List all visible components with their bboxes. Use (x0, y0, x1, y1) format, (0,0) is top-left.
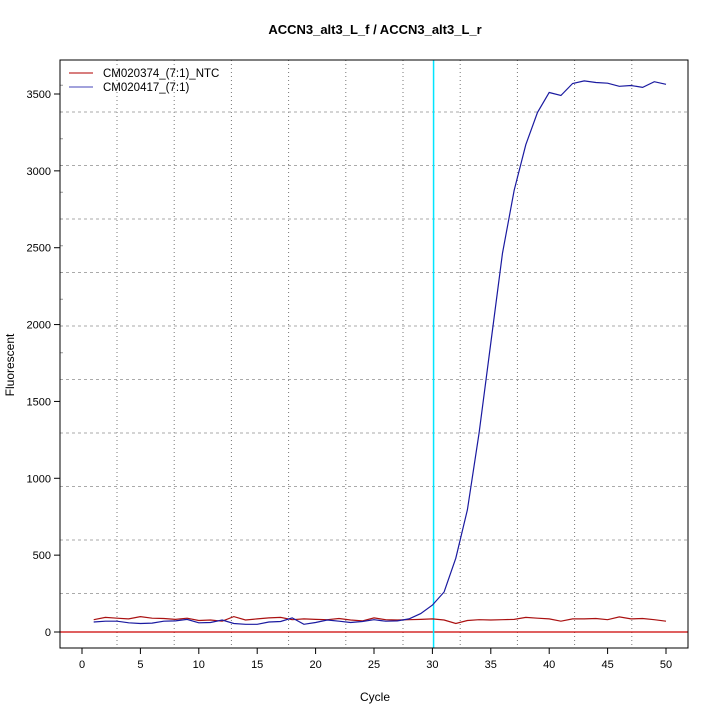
x-tick-label: 10 (193, 659, 205, 671)
legend-entry: CM020417_(7:1) (103, 82, 189, 94)
y-tick-label: 0 (45, 627, 51, 639)
y-tick-label: 3000 (27, 166, 51, 178)
series-line-2 (93, 80, 667, 625)
chart-title: ACCN3_alt3_L_f / ACCN3_alt3_L_r (268, 22, 481, 37)
x-tick-label: 20 (309, 659, 321, 671)
y-axis-label: Fluorescent (3, 333, 17, 396)
x-tick-label: 0 (79, 659, 85, 671)
x-tick-label: 50 (660, 659, 672, 671)
plot-frame (59, 59, 689, 649)
x-tick-label: 30 (426, 659, 438, 671)
legend: CM020374_(7:1)_NTC CM020417_(7:1) (69, 68, 219, 94)
y-tick-label: 2500 (27, 243, 51, 255)
y-tick-label: 500 (33, 550, 51, 562)
x-tick-label: 35 (485, 659, 497, 671)
y-tick-label: 3500 (27, 89, 51, 101)
x-tick-label: 5 (137, 659, 143, 671)
x-axis-label: Cycle (360, 690, 390, 704)
y-tick-label: 1000 (27, 473, 51, 485)
y-tick-label: 1500 (27, 396, 51, 408)
x-tick-label: 15 (251, 659, 263, 671)
legend-entry: CM020374_(7:1)_NTC (103, 68, 219, 80)
x-tick-label: 45 (601, 659, 613, 671)
series-line-1 (93, 615, 667, 625)
x-tick-label: 40 (543, 659, 555, 671)
x-tick-label: 25 (368, 659, 380, 671)
y-tick-label: 2000 (27, 320, 51, 332)
